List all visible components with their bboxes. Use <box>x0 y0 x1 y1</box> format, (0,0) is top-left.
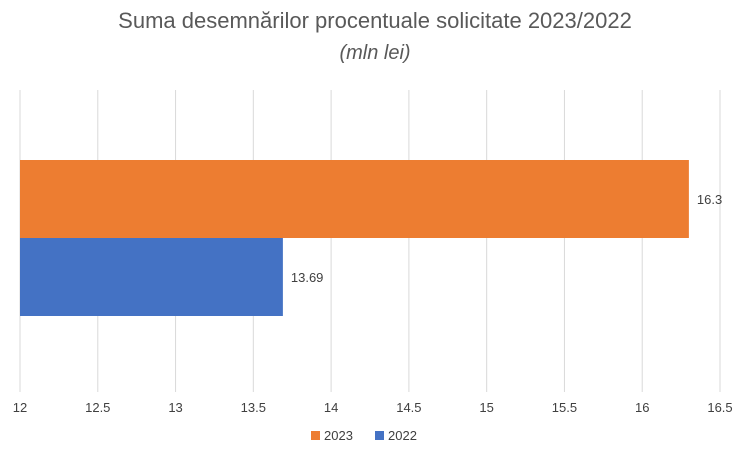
chart-title: Suma desemnărilor procentuale solicitate… <box>118 8 632 33</box>
x-tick-label-13: 13 <box>168 400 182 415</box>
data-label-2023: 16.3 <box>697 192 722 207</box>
x-tick-label-14: 14 <box>324 400 338 415</box>
x-tick-label-16: 16 <box>635 400 649 415</box>
legend-swatch-2023 <box>311 431 320 440</box>
legend-label-2022: 2022 <box>388 428 417 443</box>
x-tick-label-12.5: 12.5 <box>85 400 110 415</box>
bar-2023 <box>20 160 689 238</box>
x-tick-label-14.5: 14.5 <box>396 400 421 415</box>
chart-subtitle: (mln lei) <box>339 42 411 64</box>
legend-label-2023: 2023 <box>324 428 353 443</box>
x-tick-label-15.5: 15.5 <box>552 400 577 415</box>
x-tick-label-13.5: 13.5 <box>241 400 266 415</box>
legend-swatch-2022 <box>375 431 384 440</box>
bar-2022 <box>20 238 283 316</box>
x-tick-label-15: 15 <box>479 400 493 415</box>
x-tick-label-12: 12 <box>13 400 27 415</box>
data-label-2022: 13.69 <box>291 270 324 285</box>
x-tick-label-16.5: 16.5 <box>707 400 732 415</box>
